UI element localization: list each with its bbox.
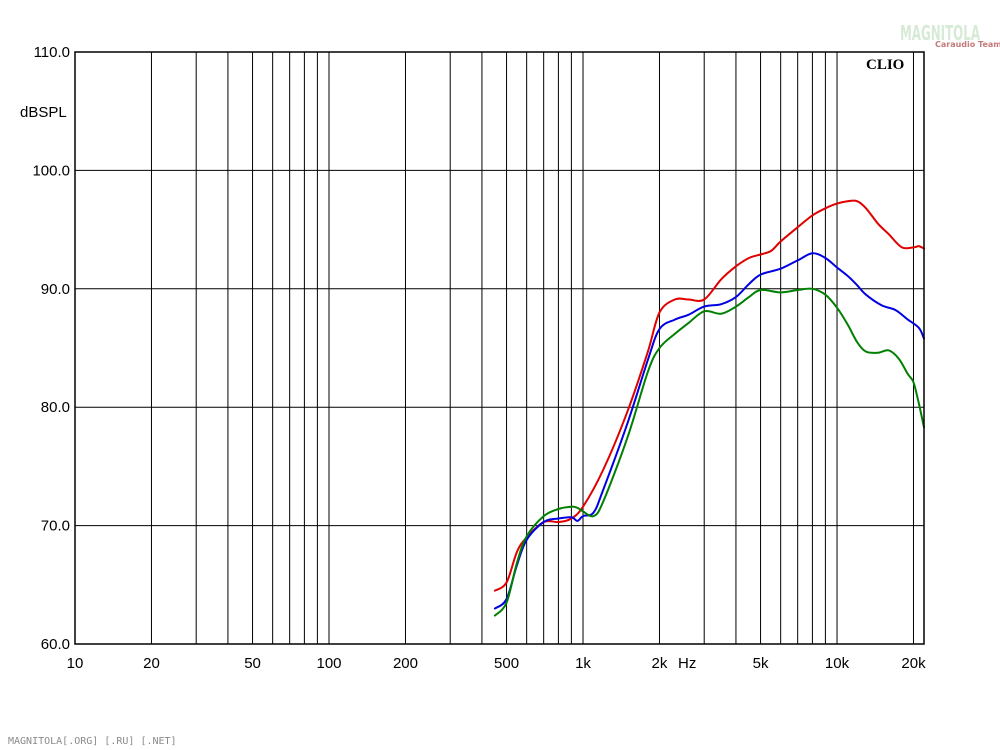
- response-curve-2: [493, 252, 925, 610]
- y-tick-label: 110.0: [34, 44, 70, 61]
- x-tick-label: 20: [143, 655, 160, 672]
- grid-lines: [75, 52, 924, 644]
- response-curves: [493, 199, 925, 617]
- x-tick-labels: 10 20 50 100 200 500 1k 2k 5k 10k 20k: [67, 655, 926, 672]
- watermark-logo-text: MAGNITOLA: [900, 21, 980, 45]
- response-curve-1: [493, 199, 925, 592]
- x-tick-label: 500: [494, 655, 519, 672]
- x-tick-label: 20k: [901, 655, 926, 672]
- x-tick-label: 50: [244, 655, 261, 672]
- watermark-subtitle: Caraudio Team: [935, 40, 1000, 49]
- clio-brand-label: CLIO: [866, 57, 904, 73]
- x-tick-label: 2k: [652, 655, 668, 672]
- watermark-footer: MAGNITOLA[.ORG] [.RU] [.NET]: [8, 736, 177, 747]
- y-tick-label: 100.0: [32, 162, 70, 179]
- y-tick-label: 70.0: [41, 518, 70, 535]
- x-tick-label: 200: [393, 655, 418, 672]
- y-tick-label: 80.0: [41, 399, 70, 416]
- x-tick-label: 5k: [753, 655, 769, 672]
- x-axis-unit-label: Hz: [678, 655, 696, 672]
- x-tick-label: 1k: [575, 655, 591, 672]
- x-tick-label: 100: [316, 655, 341, 672]
- y-axis-label: dBSPL: [20, 104, 67, 121]
- y-tick-label: 90.0: [41, 281, 70, 298]
- response-curve-3: [493, 287, 925, 617]
- plot-frame: [74, 51, 925, 645]
- y-tick-labels: 60.0 70.0 80.0 90.0 100.0 110.0: [32, 44, 70, 653]
- y-tick-label: 60.0: [41, 636, 70, 653]
- x-tick-label: 10: [67, 655, 84, 672]
- x-tick-label: 10k: [825, 655, 850, 672]
